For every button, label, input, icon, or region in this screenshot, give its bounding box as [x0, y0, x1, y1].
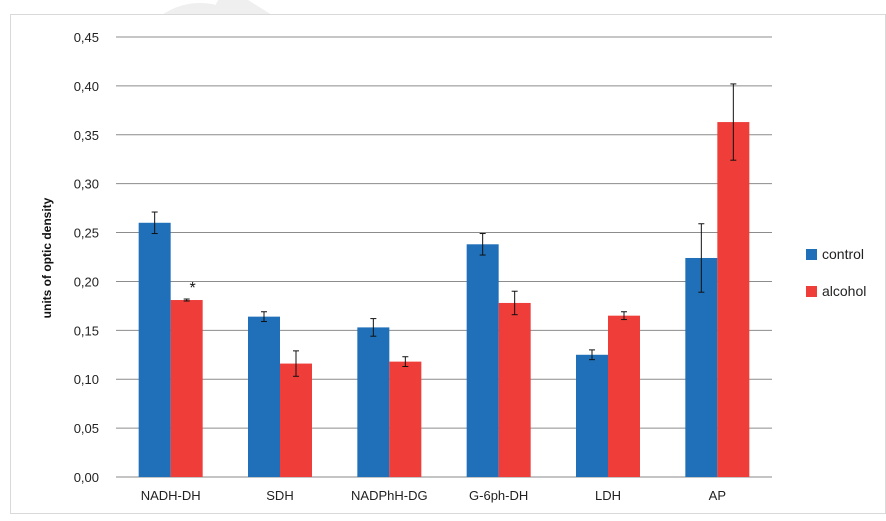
- error-bar-alcohol-SDH: [293, 350, 299, 377]
- legend-label-control: control: [822, 246, 865, 262]
- bar-alcohol-NADPhH-DG: [389, 361, 422, 477]
- x-tick-labels: NADH-DH SDH NADPhH-DG G-6ph-DH LDH AP: [141, 488, 726, 503]
- error-bars: [151, 83, 737, 377]
- error-bar-alcohol-G-6ph-DH: [511, 290, 518, 316]
- bar-alcohol-SDH: [280, 363, 312, 477]
- x-tick-label: SDH: [266, 488, 293, 503]
- error-bar-alcohol-AP: [730, 83, 737, 161]
- legend-item-alcohol: alcohol: [806, 283, 866, 299]
- legend-label-alcohol: alcohol: [822, 283, 867, 299]
- y-tick-label: 0,15: [74, 323, 99, 338]
- bar-control-G-6ph-DH: [466, 244, 499, 477]
- x-tick-label: LDH: [595, 488, 621, 503]
- error-bar-control-NADH-DH: [151, 211, 158, 235]
- y-tick-labels: 0,00 0,05 0,10 0,15 0,20 0,25 0,30 0,35 0,40 0,45: [74, 30, 99, 485]
- error-bar-control-NADPhH-DG: [370, 318, 377, 337]
- y-tick-label: 0,10: [74, 372, 99, 387]
- error-bar-control-LDH: [589, 349, 595, 361]
- legend-item-control: control: [806, 246, 864, 262]
- y-tick-label: 0,00: [74, 470, 99, 485]
- y-tick-label: 0,20: [74, 274, 99, 289]
- legend-swatch-control: [806, 248, 817, 260]
- legend-swatch-alcohol: [806, 285, 817, 297]
- error-bar-alcohol-NADPhH-DG: [402, 356, 409, 368]
- bar-alcohol-NADH-DH: [170, 300, 203, 477]
- annotations: *: [190, 280, 196, 297]
- bar-control-AP: [685, 257, 718, 477]
- y-tick-label: 0,45: [74, 30, 99, 45]
- bar-control-LDH: [576, 354, 608, 477]
- x-tick-label: G-6ph-DH: [469, 488, 528, 503]
- x-tick-label: NADH-DH: [141, 488, 201, 503]
- error-bar-control-G-6ph-DH: [479, 233, 486, 256]
- y-axis-label: units of optic density: [40, 197, 54, 318]
- y-tick-label: 0,40: [74, 79, 99, 94]
- y-tick-label: 0,25: [74, 226, 99, 241]
- bar-alcohol-LDH: [608, 315, 640, 477]
- y-tick-label: 0,35: [74, 128, 99, 143]
- gridlines: [116, 36, 772, 478]
- error-bar-control-AP: [698, 223, 705, 293]
- y-tick-label: 0,05: [74, 421, 99, 436]
- bar-alcohol-G-6ph-DH: [498, 302, 531, 477]
- error-bar-alcohol-NADH-DH: [183, 298, 190, 302]
- significance-marker: *: [190, 280, 196, 297]
- error-bar-control-SDH: [261, 311, 267, 323]
- x-tick-label: AP: [709, 488, 726, 503]
- x-tick-label: NADPhH-DG: [351, 488, 428, 503]
- bar-control-NADPhH-DG: [357, 327, 390, 477]
- error-bar-alcohol-LDH: [621, 311, 627, 321]
- bar-alcohol-AP: [717, 122, 750, 478]
- y-tick-label: 0,30: [74, 177, 99, 192]
- bars: [138, 122, 750, 478]
- bar-control-NADH-DH: [138, 222, 171, 477]
- bar-control-SDH: [248, 316, 280, 477]
